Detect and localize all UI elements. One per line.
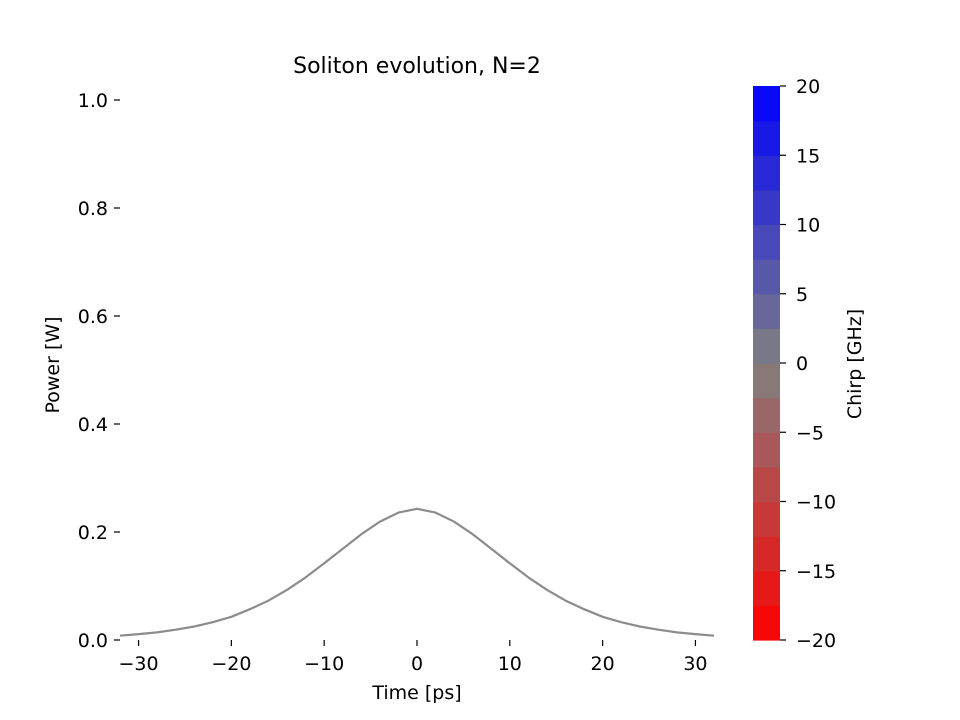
y-tick-label: 0.0 xyxy=(78,630,108,652)
y-tick-label: 0.6 xyxy=(78,306,108,328)
x-tick-label: −20 xyxy=(211,653,251,675)
x-axis: −30 −20 −10 0 10 20 30 xyxy=(119,640,708,675)
colorbar-segment xyxy=(753,120,780,156)
colorbar-segment xyxy=(753,189,780,226)
x-tick-label: −30 xyxy=(119,653,159,675)
x-tick-label: 0 xyxy=(411,653,423,675)
power-line xyxy=(119,507,715,637)
plot-series xyxy=(119,507,715,637)
colorbar-tick-label: 5 xyxy=(796,284,808,306)
colorbar-tick-label: −10 xyxy=(796,492,836,514)
colorbar-label: Chirp [GHz] xyxy=(844,309,866,419)
x-tick-label: 20 xyxy=(591,653,615,675)
x-tick-label: −10 xyxy=(304,653,344,675)
colorbar-segment xyxy=(753,155,780,191)
colorbar-segment xyxy=(753,570,780,606)
colorbar-tick-label: 0 xyxy=(796,353,808,375)
colorbar-segment xyxy=(753,224,780,260)
colorbar-segment xyxy=(753,501,780,537)
colorbar-segment xyxy=(753,605,780,641)
colorbar-segment xyxy=(753,293,780,329)
colorbar-tick-label: −5 xyxy=(796,422,824,444)
chart-title: Soliton evolution, N=2 xyxy=(293,54,541,79)
y-tick-label: 1.0 xyxy=(78,90,108,112)
y-tick-label: 0.2 xyxy=(78,522,108,544)
colorbar-segment xyxy=(753,363,780,399)
colorbar-tick-label: 20 xyxy=(796,76,820,98)
colorbar-segment xyxy=(753,466,780,503)
colorbar-segment xyxy=(753,259,780,295)
colorbar-tick-label: −20 xyxy=(796,630,836,652)
colorbar xyxy=(753,86,780,641)
colorbar-tick-label: 15 xyxy=(796,145,820,167)
y-tick-label: 0.4 xyxy=(78,414,108,436)
y-axis-label: Power [W] xyxy=(42,316,64,413)
colorbar-axis: 20 15 10 5 0 −5 −10 −15 −20 xyxy=(780,76,836,652)
colorbar-segment xyxy=(753,397,780,433)
x-tick-label: 30 xyxy=(683,653,707,675)
colorbar-segment xyxy=(753,328,780,364)
colorbar-segment xyxy=(753,86,780,122)
colorbar-segment xyxy=(753,536,780,572)
colorbar-segment xyxy=(753,432,780,468)
y-axis: 0.0 0.2 0.4 0.6 0.8 1.0 xyxy=(78,90,120,652)
y-tick-label: 0.8 xyxy=(78,198,108,220)
colorbar-tick-label: −15 xyxy=(796,561,836,583)
x-axis-label: Time [ps] xyxy=(371,682,461,704)
colorbar-tick-label: 10 xyxy=(796,215,820,237)
x-tick-label: 10 xyxy=(498,653,522,675)
